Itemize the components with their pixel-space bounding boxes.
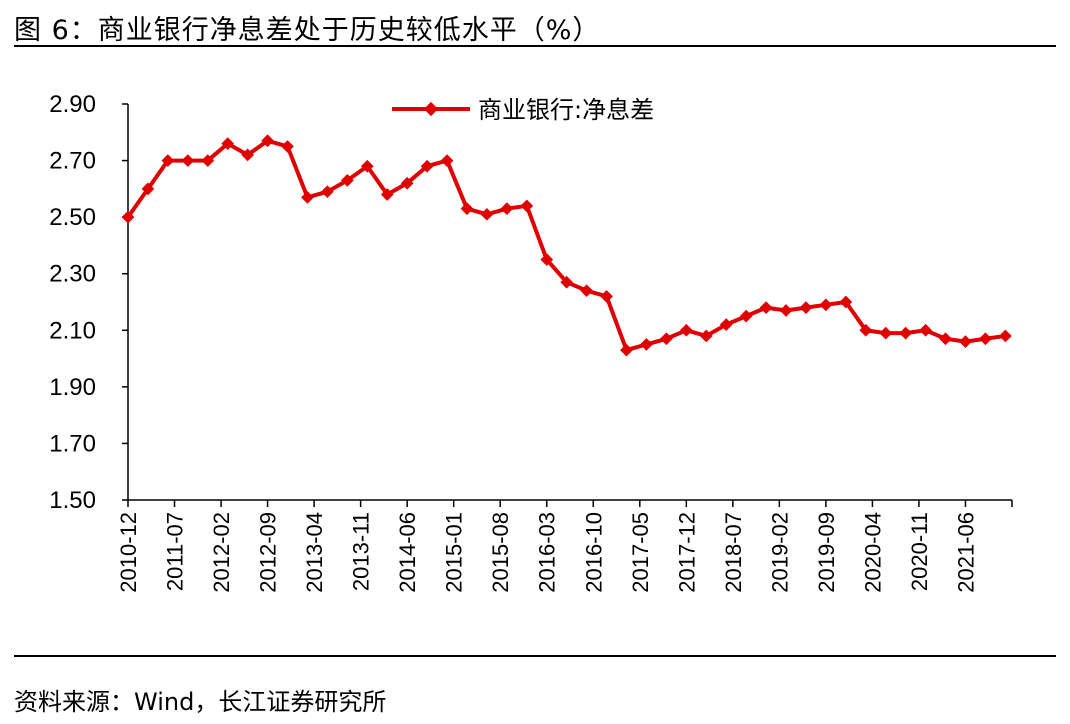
data-point bbox=[998, 329, 1012, 343]
line-chart: 2.90 2.70 2.50 2.30 2.10 1.90 1.70 1.50 2010-12… bbox=[49, 91, 1013, 593]
data-point bbox=[600, 289, 613, 303]
data-point bbox=[939, 332, 952, 346]
data-point bbox=[899, 326, 913, 340]
legend-label: 商业银行:净息差 bbox=[478, 96, 654, 124]
bottom-rule bbox=[14, 655, 1056, 657]
y-tick-label: 2.30 bbox=[49, 261, 96, 288]
top-rule bbox=[14, 45, 1056, 47]
data-point bbox=[739, 309, 753, 323]
x-tick-label: 2016-10 bbox=[581, 512, 606, 593]
data-point bbox=[540, 253, 554, 266]
data-point bbox=[141, 182, 155, 196]
x-tick-label: 2012-02 bbox=[209, 512, 234, 593]
x-tick-label: 2020-11 bbox=[907, 512, 932, 591]
y-tick-label: 2.70 bbox=[49, 148, 96, 175]
data-point bbox=[261, 134, 274, 148]
y-tick-label: 2.90 bbox=[49, 91, 96, 118]
y-tick-label: 2.10 bbox=[49, 317, 96, 344]
chart-axes bbox=[127, 104, 1012, 501]
data-point bbox=[620, 343, 633, 357]
x-tick-label: 2015-01 bbox=[442, 512, 467, 593]
x-tick-label: 2017-05 bbox=[628, 512, 653, 593]
data-point bbox=[520, 199, 534, 213]
data-point bbox=[241, 148, 255, 162]
x-tick-label: 2019-02 bbox=[767, 512, 792, 593]
x-tick-label: 2016-03 bbox=[535, 512, 560, 593]
data-point bbox=[580, 284, 593, 298]
data-point bbox=[221, 137, 235, 150]
x-tick-label: 2013-04 bbox=[302, 512, 327, 593]
data-point bbox=[480, 207, 494, 221]
chart-legend: 商业银行:净息差 bbox=[392, 96, 654, 124]
data-point bbox=[360, 159, 374, 173]
data-point bbox=[420, 159, 434, 173]
y-tick-label: 1.70 bbox=[49, 430, 96, 457]
data-point bbox=[679, 323, 693, 337]
x-tick-label: 2014-06 bbox=[395, 512, 420, 593]
x-tick-label: 2011-07 bbox=[163, 512, 188, 591]
data-point bbox=[340, 174, 354, 187]
data-point bbox=[799, 301, 813, 315]
series-line bbox=[126, 138, 1006, 353]
x-tick-label: 2010-12 bbox=[116, 512, 141, 593]
data-point bbox=[301, 190, 314, 204]
data-point bbox=[281, 140, 294, 153]
data-point bbox=[660, 332, 673, 346]
data-point bbox=[440, 154, 454, 167]
data-point bbox=[201, 154, 215, 167]
x-axis-ticks: 2010-12 2011-07 2012-02 2012-09 2013-04 2013-… bbox=[116, 500, 1013, 593]
data-point bbox=[161, 154, 175, 167]
data-point bbox=[879, 326, 893, 340]
x-tick-label: 2015-08 bbox=[488, 512, 513, 593]
data-point bbox=[779, 304, 793, 317]
y-tick-label: 1.50 bbox=[49, 487, 96, 514]
data-point bbox=[181, 154, 195, 167]
data-point bbox=[979, 332, 992, 346]
x-tick-label: 2021-06 bbox=[953, 512, 978, 593]
chart-series bbox=[121, 134, 1012, 357]
y-tick-label: 2.50 bbox=[49, 204, 96, 231]
x-tick-label: 2020-04 bbox=[860, 512, 885, 593]
y-tick-label: 1.90 bbox=[49, 374, 96, 401]
x-tick-label: 2018-07 bbox=[721, 512, 746, 593]
data-point bbox=[380, 188, 394, 201]
data-point bbox=[919, 323, 932, 337]
x-tick-label: 2019-09 bbox=[814, 512, 839, 593]
legend-swatch-marker bbox=[423, 101, 439, 117]
figure-title: 图 6：商业银行净息差处于历史较低水平（%） bbox=[14, 15, 601, 46]
data-point bbox=[121, 210, 135, 224]
y-axis-ticks: 2.90 2.70 2.50 2.30 2.10 1.90 1.70 1.50 bbox=[49, 91, 128, 514]
data-point bbox=[400, 176, 414, 190]
data-point bbox=[500, 202, 514, 216]
data-point bbox=[640, 338, 653, 351]
source-note: 资料来源：Wind，长江证券研究所 bbox=[14, 688, 387, 716]
data-point bbox=[460, 202, 474, 216]
data-point bbox=[321, 185, 334, 199]
x-tick-label: 2012-09 bbox=[256, 512, 281, 593]
data-point bbox=[759, 301, 773, 315]
data-point bbox=[959, 335, 972, 348]
data-point bbox=[819, 298, 833, 312]
x-tick-label: 2013-11 bbox=[349, 512, 374, 591]
x-tick-label: 2017-12 bbox=[674, 512, 699, 593]
